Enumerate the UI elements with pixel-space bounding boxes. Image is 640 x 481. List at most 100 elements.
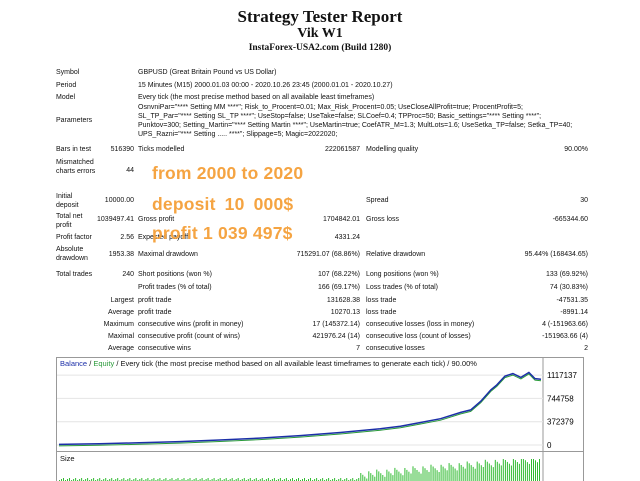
size-bar <box>483 467 484 481</box>
gross-loss-label: Gross loss <box>366 215 399 224</box>
size-bar <box>465 469 466 481</box>
size-bar <box>392 475 393 481</box>
total-trades-value: 240 <box>96 270 134 279</box>
overlay-period-text: from 2000 to 2020 <box>152 163 303 184</box>
size-bar <box>384 477 385 481</box>
size-bars <box>57 452 583 481</box>
mismatch-label: Mismatched charts errors <box>56 158 100 176</box>
short-positions-label: Short positions (won %) <box>138 270 212 279</box>
symbol-label: Symbol <box>56 68 79 77</box>
spread-value: 30 <box>528 196 588 205</box>
largest-profit-label: profit trade <box>138 296 171 305</box>
size-bar <box>461 465 462 481</box>
size-bar <box>531 459 532 481</box>
size-bar <box>441 465 442 481</box>
largest-profit-value: 131628.38 <box>290 296 360 305</box>
average-profit-value: 10270.13 <box>290 308 360 317</box>
average-consecutive-label: Average <box>56 344 134 353</box>
largest-loss-label: loss trade <box>366 296 396 305</box>
maximum-label: Maximum <box>56 320 134 329</box>
size-bar <box>449 463 450 481</box>
size-bar <box>469 463 470 481</box>
y-tick-label: 372379 <box>547 418 574 427</box>
profit-trades-value: 166 (69.17%) <box>290 283 360 292</box>
quality-label: Modelling quality <box>366 145 418 154</box>
size-bar <box>382 475 383 481</box>
largest-label: Largest <box>56 296 134 305</box>
size-bar <box>415 468 416 481</box>
size-bar <box>481 465 482 481</box>
avg-consecutive-losses-label: consecutive losses <box>366 344 425 353</box>
size-bar <box>402 475 403 481</box>
net-profit-value: 1039497.41 <box>76 215 134 224</box>
model-value: Every tick (the most precise method base… <box>138 93 374 102</box>
avg-consecutive-losses-value: 2 <box>518 344 588 353</box>
size-bar <box>505 460 506 481</box>
size-bar <box>515 460 516 481</box>
average-profit-label: profit trade <box>138 308 171 317</box>
long-positions-value: 133 (69.92%) <box>518 270 588 279</box>
balance-chart-plot: 1117137 744758 372379 0 <box>57 358 583 451</box>
size-bar <box>372 475 373 481</box>
size-bar <box>467 462 468 481</box>
average-loss-label: loss trade <box>366 308 396 317</box>
balance-chart: Balance / Equity / Every tick (the most … <box>56 357 584 452</box>
size-bar <box>489 464 490 481</box>
size-bar <box>457 470 458 481</box>
max-consecutive-wins-value: 17 (145372.14) <box>290 320 360 329</box>
overlay-profit-text: profit 1 039 497$ <box>152 223 293 244</box>
size-bar <box>475 469 476 481</box>
profit-factor-label: Profit factor <box>56 233 92 242</box>
size-bar <box>519 464 520 481</box>
size-bar <box>503 459 504 481</box>
size-bar <box>394 468 395 481</box>
size-bar <box>509 464 510 481</box>
size-bar <box>513 459 514 481</box>
mismatch-value: 44 <box>96 166 134 175</box>
max-consecutive-profit-value: 421976.24 (14) <box>290 332 360 341</box>
report-title: Strategy Tester Report <box>0 7 640 27</box>
size-bar <box>517 462 518 481</box>
quality-value: 90.00% <box>528 145 588 154</box>
ticks-value: 222061587 <box>300 145 360 154</box>
y-tick-label: 744758 <box>547 394 574 403</box>
y-tick-label: 0 <box>547 441 552 450</box>
gross-loss-value: -665344.60 <box>528 215 588 224</box>
size-bar <box>459 463 460 481</box>
size-bar <box>423 466 424 481</box>
report-subtitle: Vik W1 <box>0 26 640 42</box>
profit-factor-value: 2.56 <box>96 233 134 242</box>
bars-label: Bars in test <box>56 145 91 154</box>
expected-payoff-value: 4331.24 <box>300 233 360 242</box>
symbol-value: GBPUSD (Great Britain Pound vs US Dollar… <box>138 68 277 77</box>
y-tick-label: 1117137 <box>547 371 578 380</box>
size-bar <box>396 470 397 481</box>
size-bar <box>435 468 436 481</box>
size-bar <box>525 460 526 481</box>
size-bar <box>497 462 498 481</box>
gross-profit-value: 1704842.01 <box>300 215 360 224</box>
maximal-drawdown-label: Maximal drawdown <box>138 250 198 259</box>
size-bar <box>455 469 456 481</box>
size-bar <box>431 465 432 481</box>
size-bar <box>491 465 492 481</box>
size-bar <box>417 470 418 481</box>
loss-trades-label: Loss trades (% of total) <box>366 283 438 292</box>
avg-consecutive-wins-value: 7 <box>290 344 360 353</box>
size-bar <box>529 464 530 481</box>
size-bar <box>523 459 524 481</box>
balance-line <box>59 372 541 444</box>
maximal-label: Maximal <box>56 332 134 341</box>
size-panel: Size <box>56 451 584 481</box>
size-bar <box>495 460 496 481</box>
size-bar <box>376 470 377 481</box>
size-bar <box>406 470 407 481</box>
average-loss-value: -8991.14 <box>518 308 588 317</box>
size-bar <box>404 468 405 481</box>
size-bar <box>479 463 480 481</box>
bars-value: 516390 <box>96 145 134 154</box>
spread-label: Spread <box>366 196 389 205</box>
max-consecutive-losses-label: consecutive losses (loss in money) <box>366 320 474 329</box>
size-bar <box>374 477 375 481</box>
size-bar <box>533 459 534 481</box>
